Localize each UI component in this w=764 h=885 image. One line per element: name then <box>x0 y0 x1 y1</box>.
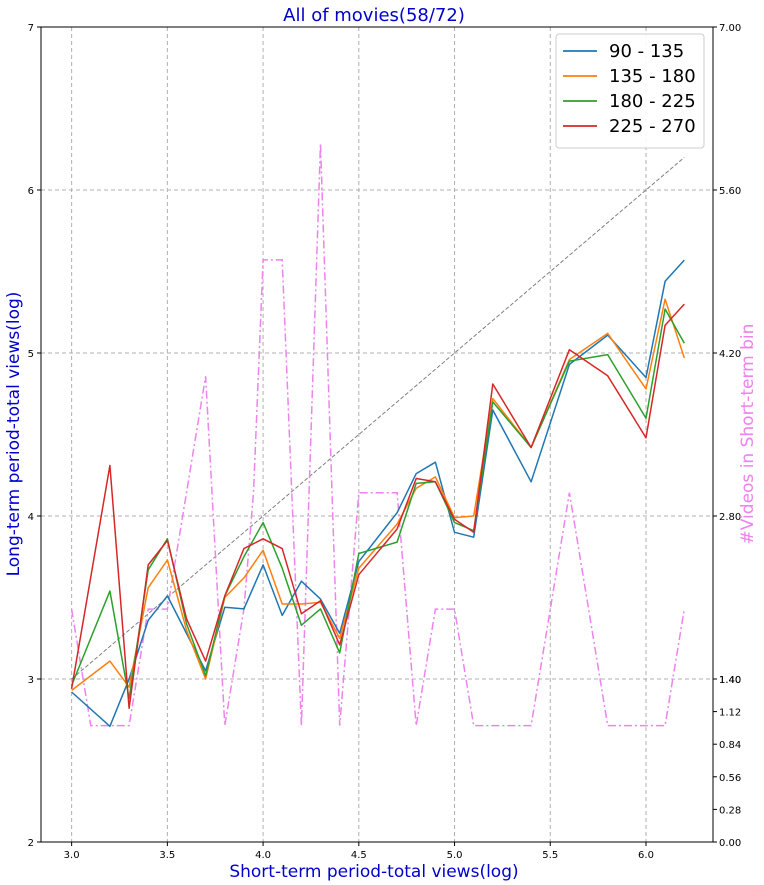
legend-label: 180 - 225 <box>609 91 696 112</box>
y2-tick-label: 2.80 <box>719 512 741 523</box>
y2-axis-label: #Videos in Short-term bin <box>738 324 758 545</box>
legend: 90 - 135 135 - 180 180 - 225 225 - 270 <box>555 33 705 149</box>
x-axis-label: Short-term period-total views(log) <box>229 862 518 882</box>
y-tick-label: 7 <box>28 23 34 34</box>
x-tick-label: 4.5 <box>351 850 367 861</box>
x-tick-label: 3.5 <box>159 850 175 861</box>
x-axis-ticks: 3.0 3.5 4.0 4.5 5.0 5.5 6.0 <box>64 842 654 861</box>
y2-tick-label: 0.28 <box>719 805 741 816</box>
diagonal-reference-line <box>71 157 685 680</box>
y-tick-label: 5 <box>28 349 34 360</box>
y2-tick-label: 0.00 <box>719 838 741 849</box>
y-tick-label: 4 <box>28 512 34 523</box>
y2-tick-label: 5.60 <box>719 186 741 197</box>
x-tick-label: 6.0 <box>638 850 654 861</box>
diagonal-line <box>71 157 685 680</box>
y2-tick-label: 7.00 <box>719 23 741 34</box>
legend-box <box>555 33 705 149</box>
series-lines <box>70 259 686 728</box>
y2-axis-ticks: 0.000.280.560.841.121.401.402.804.205.60… <box>713 23 741 849</box>
y2-tick-label: 1.12 <box>719 708 741 719</box>
plot-frame <box>40 26 714 843</box>
x-tick-label: 5.5 <box>542 850 558 861</box>
y2-tick-label: 1.40 <box>719 675 741 686</box>
y2-tick-label: 0.56 <box>719 773 741 784</box>
count-series-line <box>70 143 686 727</box>
legend-label: 225 - 270 <box>609 116 696 137</box>
video-count-line <box>70 143 686 727</box>
chart-title: All of movies(58/72) <box>283 5 465 26</box>
y-axis-label: Long-term period-total views(log) <box>4 292 24 577</box>
x-tick-label: 4.0 <box>255 850 271 861</box>
y-tick-label: 3 <box>28 675 34 686</box>
y2-tick-label: 1.40 <box>719 675 741 686</box>
y-tick-label: 2 <box>28 838 34 849</box>
y-axis-ticks: 2 3 4 5 6 7 <box>28 23 41 849</box>
y2-tick-label: 0.84 <box>719 740 741 751</box>
legend-label: 135 - 180 <box>609 66 696 87</box>
y2-tick-label: 4.20 <box>719 349 741 360</box>
x-tick-label: 5.0 <box>447 850 463 861</box>
series-line-4 <box>70 303 685 710</box>
legend-label: 90 - 135 <box>609 41 684 62</box>
x-tick-label: 3.0 <box>64 850 80 861</box>
series-line-1 <box>71 259 685 728</box>
y-tick-label: 6 <box>28 186 34 197</box>
